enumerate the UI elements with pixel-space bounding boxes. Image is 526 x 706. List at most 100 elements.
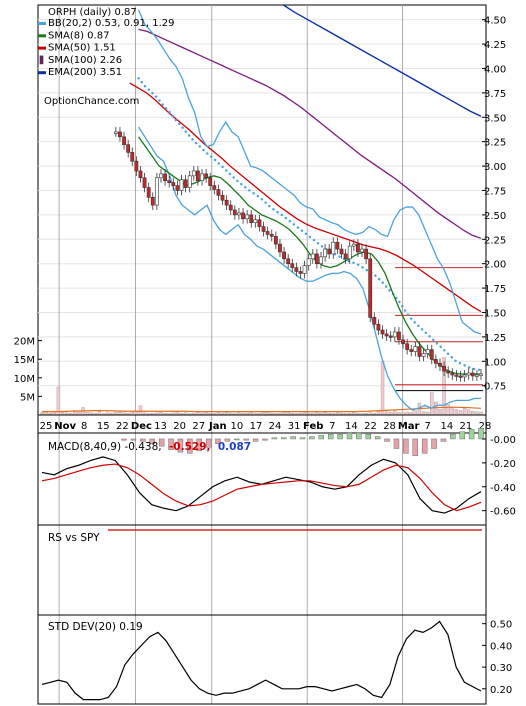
candle-body: [113, 131, 118, 134]
candle-body: [458, 375, 463, 378]
volume-bar: [380, 360, 385, 416]
candle-body: [191, 170, 196, 177]
candle-body: [269, 234, 274, 237]
volume-bar: [421, 411, 426, 416]
macd-signal-line: [41, 463, 482, 512]
candle-body: [425, 349, 430, 354]
candle-body: [323, 248, 327, 258]
candle-body: [196, 170, 200, 182]
x-tick-label: 22: [364, 421, 377, 432]
macd-histogram-bar: [468, 429, 475, 440]
legend-entry: SMA(8) 0.87: [48, 30, 109, 41]
macd-title-hist: 0.087: [218, 441, 251, 453]
macd-histogram-bar: [215, 438, 221, 444]
macd-histogram-bar: [403, 438, 409, 454]
stddev-series: [41, 620, 482, 701]
candle-body: [257, 219, 262, 227]
x-tick-label: 22: [116, 421, 129, 432]
date-x-axis: 25 Nov 8 15 22 Dec 13 20 27 Jan 10 17 24 31 Feb 7 14 22 28…: [40, 421, 492, 432]
volume-bar: [97, 411, 102, 416]
macd-histogram-bar: [262, 438, 268, 441]
candle-body: [479, 373, 483, 376]
candle-body: [405, 343, 410, 350]
candle-body: [216, 189, 221, 196]
macd-panel: -0.00 -0.20 -0.40 -0.60 MACD(8,40,9) -0.438…: [37, 428, 516, 526]
macd-histogram-bar: [459, 431, 465, 440]
x-tick-label: 14: [345, 421, 358, 432]
x-tick-label: 20: [173, 421, 186, 432]
bollinger-upper-line: [137, 9, 482, 335]
candle-body: [200, 173, 204, 182]
candle-body: [314, 253, 319, 264]
macd-histogram-bar: [346, 432, 353, 440]
candle-body: [261, 226, 266, 232]
price-tick-label: 4.25: [484, 40, 506, 51]
candle-body: [433, 359, 438, 364]
volume-bars: [40, 357, 483, 416]
candle-body: [282, 251, 286, 260]
volume-y-axis: 20M 15M 10M 5M: [14, 337, 42, 403]
candle-body: [134, 160, 139, 172]
volume-bar: [393, 409, 397, 416]
macd-histogram-bar: [121, 438, 127, 441]
stddev-y-axis: 0.50 0.40 0.30 0.20: [482, 620, 512, 696]
candle-body: [413, 346, 418, 352]
candle-body: [187, 175, 192, 188]
volume-tick-label: 10M: [14, 374, 35, 385]
volume-tick-label: 20M: [14, 337, 35, 348]
candle-body: [401, 339, 405, 345]
price-tick-label: 1.50: [484, 309, 506, 320]
candle-body: [351, 243, 356, 247]
candle-body: [306, 258, 311, 266]
volume-average-line: [42, 406, 482, 413]
candle-body: [179, 179, 184, 191]
x-tick-label: 24: [269, 421, 282, 432]
macd-histogram-bar: [412, 438, 418, 456]
macd-histogram-bar: [187, 438, 193, 454]
candle-body: [130, 152, 135, 162]
x-tick-label: 15: [97, 421, 110, 432]
x-tick-label: 28: [383, 421, 396, 432]
macd-histogram-bar: [450, 433, 456, 440]
candle-body: [319, 256, 323, 264]
candle-body: [126, 144, 131, 153]
candle-body: [167, 180, 172, 183]
macd-title: MACD(8,40,9) -0.438, -0.529, 0.087: [48, 441, 251, 453]
candle-body: [347, 245, 352, 260]
stddev-title: STD DEV(20) 0.19: [48, 621, 143, 633]
price-tick-label: 0.75: [484, 382, 506, 393]
macd-histogram-bar: [149, 438, 155, 444]
macd-histogram-bar: [374, 436, 381, 440]
candle-body: [343, 253, 348, 260]
macd-histogram-bar: [234, 438, 240, 441]
macd-histogram-bar: [252, 438, 259, 442]
volume-bar: [446, 404, 450, 416]
candle-body: [122, 136, 126, 145]
macd-histogram-bar: [271, 437, 278, 440]
macd-histogram-bar: [196, 438, 202, 452]
macd-title-signal: -0.529,: [169, 441, 211, 453]
candle-body: [245, 214, 250, 220]
macd-histogram-bar: [177, 438, 184, 453]
candle-body: [470, 372, 475, 377]
candle-body: [409, 349, 414, 352]
candle-body: [232, 209, 237, 216]
candle-body: [146, 187, 151, 198]
stddev-line: [41, 620, 482, 701]
candle-body: [466, 372, 471, 376]
candle-body: [450, 372, 455, 376]
legend-swatch: [38, 71, 46, 75]
x-tick-label: 31: [288, 421, 301, 432]
candle-body: [159, 173, 163, 179]
macd-tick-label: -0.20: [490, 459, 516, 470]
candle-body: [208, 177, 213, 186]
legend-swatch: [38, 34, 46, 38]
candle-body: [154, 177, 159, 206]
candle-body: [339, 248, 344, 255]
price-tick-label: 1.00: [484, 357, 506, 368]
macd-histogram-bar: [337, 433, 343, 440]
macd-y-axis: -0.00 -0.20 -0.40 -0.60: [482, 435, 516, 518]
candle-body: [224, 199, 229, 206]
candle-body: [142, 177, 147, 188]
price-panel: 4.50 4.25 4.00 3.75 3.50 3.25 3.00 2.75 2.50 2.25…: [14, 4, 506, 704]
